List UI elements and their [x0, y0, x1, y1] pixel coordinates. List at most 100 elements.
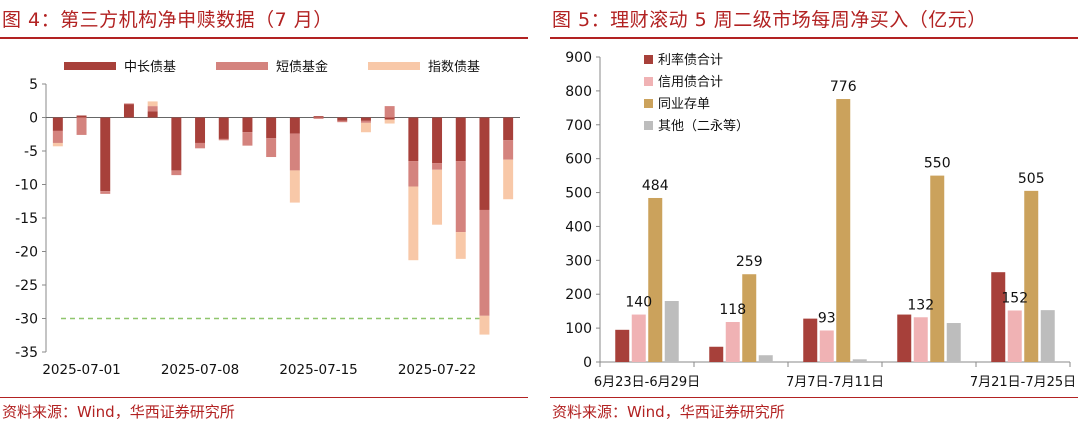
left-x-tick-label: 2025-07-22 [398, 362, 476, 378]
left-bar-segment [52, 130, 63, 143]
right-legend-label: 其他（二永等） [658, 118, 749, 134]
right-bar [742, 274, 757, 362]
right-data-label: 140 [625, 295, 652, 311]
left-bar-segment [147, 106, 158, 112]
right-x-tick-label: 6月23日-6月29日 [594, 375, 700, 390]
right-data-label: 505 [1018, 171, 1045, 187]
left-y-tick-label: -35 [15, 345, 38, 361]
left-bar-segment [360, 120, 371, 123]
left-bar-segment [123, 103, 134, 105]
left-bar-segment [479, 315, 490, 335]
left-source-rule [0, 397, 528, 398]
left-x-tick-label: 2025-07-08 [161, 362, 239, 378]
left-figure-panel: 图 4：第三方机构净申赎数据（7 月） 5 0 -5 -10 -15 -20 -25 -30 -… [0, 0, 530, 427]
right-bar [615, 329, 630, 362]
left-bar-segment [52, 117, 63, 131]
right-y-tick-label: 100 [565, 321, 592, 337]
right-bar [725, 322, 740, 362]
left-legend-swatch [216, 62, 268, 70]
left-bar-segment [479, 209, 490, 316]
left-y-tick-label: -25 [15, 278, 38, 294]
left-y-tick-label: 5 [29, 77, 38, 93]
right-y-tick-label: 200 [565, 287, 592, 303]
right-y-tick-label: 800 [565, 84, 592, 100]
left-bar-segment [432, 163, 443, 170]
right-bar [946, 323, 961, 362]
right-bar [836, 99, 851, 362]
right-data-label: 776 [830, 79, 857, 95]
left-y-tick-label: -20 [15, 245, 38, 261]
left-bar-segment [408, 161, 419, 187]
right-legend-label: 信用债合计 [658, 75, 723, 90]
left-bar-segment [503, 159, 514, 200]
right-legend-label: 利率债合计 [658, 52, 723, 68]
left-bar-segment [195, 142, 206, 149]
left-x-tick-label: 2025-07-15 [279, 362, 357, 378]
right-bar [664, 301, 679, 362]
left-bar-segment [455, 232, 466, 259]
left-bar-segment [289, 117, 300, 134]
left-bar-segment [384, 106, 395, 118]
right-legend-swatch [644, 77, 653, 86]
left-bar-segment [455, 161, 466, 233]
right-y-tick-label: 300 [565, 253, 592, 269]
left-bar-segment [266, 138, 277, 158]
right-bar [1040, 310, 1055, 362]
left-bar-segment [455, 117, 466, 162]
right-bar [1024, 190, 1039, 362]
left-bar-segment [289, 170, 300, 203]
right-bar [819, 330, 834, 362]
right-bar [913, 317, 928, 362]
left-bar-segment [432, 117, 443, 164]
left-legend-swatch [64, 62, 116, 70]
left-bar-segment [408, 186, 419, 261]
right-chart: 900 800 700 600 500 400 300 200 100 0 140 484 118 259… [565, 50, 1076, 390]
right-bar [897, 314, 912, 362]
left-bar-segment [100, 191, 111, 194]
right-y-tick-label: 900 [565, 50, 592, 66]
right-bar [758, 355, 773, 362]
left-legend-label: 短债基金 [276, 59, 328, 75]
right-bar [648, 197, 663, 362]
left-bar-segment [147, 101, 158, 107]
right-x-tick-label: 7月7日-7月11日 [786, 375, 884, 390]
right-legend-swatch [644, 121, 653, 130]
left-y-tick-label: -5 [24, 144, 38, 160]
left-bar-segment [384, 119, 395, 124]
right-bar [1007, 310, 1022, 362]
right-bar [852, 359, 867, 362]
left-y-tick-label: -30 [15, 312, 38, 328]
right-data-label: 259 [736, 254, 763, 270]
left-bar-segment [147, 111, 158, 118]
left-bar-segment [313, 117, 324, 119]
right-source-note: 资料来源：Wind，华西证券研究所 [552, 403, 785, 421]
left-bar-segment [52, 142, 63, 147]
right-bar [709, 346, 724, 362]
right-title-rule [550, 37, 1078, 39]
left-x-tick-label: 2025-07-01 [42, 362, 120, 378]
left-bar-segment [218, 138, 229, 141]
right-legend-swatch [644, 55, 653, 64]
left-legend-label: 指数债基 [428, 60, 480, 75]
right-data-label: 93 [818, 310, 836, 326]
left-bar-segment [171, 170, 182, 176]
left-y-tick-label: 0 [29, 111, 38, 127]
left-legend-label: 中长债基 [124, 60, 176, 75]
right-bar [803, 318, 818, 362]
left-bar-segment [218, 117, 229, 139]
left-bar-segment [242, 132, 253, 146]
left-bar-segment [479, 117, 490, 210]
right-data-label: 118 [719, 302, 746, 318]
left-bar-segment [503, 140, 514, 160]
left-bar-segment [432, 169, 443, 225]
right-legend-label: 同业存单 [658, 97, 710, 112]
left-figure-title: 图 4：第三方机构净申赎数据（7 月） [2, 9, 333, 31]
left-bar-segment [384, 117, 395, 120]
right-bar [930, 175, 945, 362]
left-bar-segment [76, 117, 87, 135]
right-y-tick-label: 400 [565, 219, 592, 235]
left-bar-segment [408, 117, 419, 162]
left-bar-segment [242, 117, 253, 133]
left-title-rule [0, 37, 528, 39]
